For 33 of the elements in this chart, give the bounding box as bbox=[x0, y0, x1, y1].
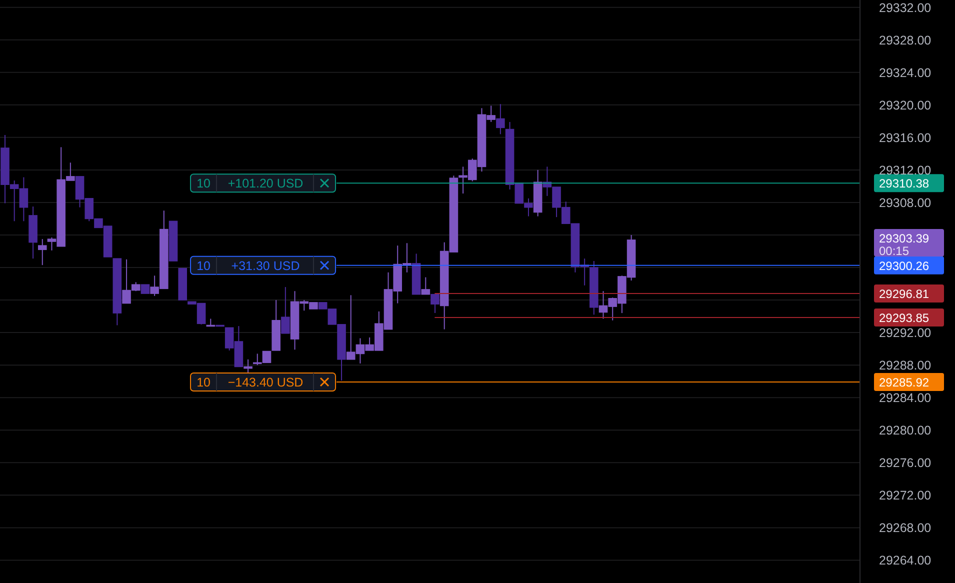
candlestick bbox=[38, 238, 47, 266]
y-tick-label: 29272.00 bbox=[879, 488, 932, 503]
annotation: 10 bbox=[196, 376, 211, 390]
y-tick-label: 29310.38 bbox=[879, 176, 930, 191]
ref-line-label: +101.20 USD bbox=[228, 176, 304, 191]
y-tick-label: 29303.39 bbox=[879, 231, 930, 246]
y-tick-label: 29268.00 bbox=[879, 521, 932, 536]
y-tick-label: 29324.00 bbox=[879, 66, 932, 80]
y-tick-label: 29264.00 bbox=[879, 554, 932, 568]
y-tick-label: 29292.00 bbox=[879, 326, 932, 340]
y-tick-label: 29285.92 bbox=[879, 376, 930, 390]
candlestick bbox=[496, 104, 505, 135]
annotation: 10 bbox=[196, 176, 211, 191]
y-tick-label: 29284.00 bbox=[879, 391, 932, 406]
y-tick-label: 29280.00 bbox=[879, 424, 932, 438]
y-tick-label: 29293.85 bbox=[879, 311, 930, 326]
candlestick bbox=[430, 294, 440, 314]
text: 00:15 bbox=[879, 244, 910, 258]
ref-line-label: −143.40 USD bbox=[228, 376, 304, 390]
y-tick-label: 29276.00 bbox=[879, 456, 932, 470]
candlestick bbox=[281, 286, 290, 334]
y-tick-label: 29312.00 bbox=[879, 163, 932, 178]
y-tick-label: 29332.00 bbox=[879, 0, 932, 15]
y-tick-label: 29296.81 bbox=[879, 286, 930, 301]
y-tick-label: 29316.00 bbox=[879, 130, 932, 145]
y-tick-label: 29308.00 bbox=[879, 196, 932, 210]
y-tick-label: 29320.00 bbox=[879, 98, 932, 112]
ref-line-label: +31.30 USD bbox=[231, 258, 300, 273]
y-tick-label: 29288.00 bbox=[879, 358, 932, 373]
annotation: 10 bbox=[196, 258, 211, 273]
y-tick-label: 29328.00 bbox=[879, 33, 932, 48]
y-tick-label: 29300.26 bbox=[879, 258, 930, 273]
candlestick bbox=[421, 276, 430, 295]
